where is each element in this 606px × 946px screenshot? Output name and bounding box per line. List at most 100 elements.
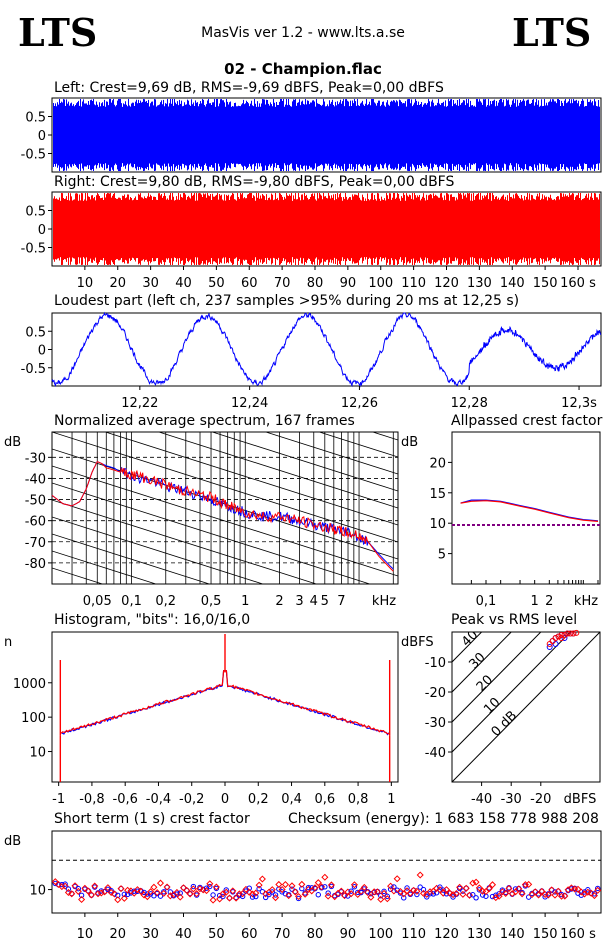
- shortcrest-point-left: [351, 884, 358, 890]
- right-channel-xtick-label: 10: [77, 276, 94, 291]
- shortcrest-point-left: [401, 895, 407, 901]
- spectrum-slope-line: [52, 465, 398, 577]
- allpassed-ytick-label: 15: [429, 487, 446, 502]
- shortcrest-point-left: [315, 892, 321, 898]
- shortcrest-point-left: [295, 895, 302, 902]
- shortcrest-point-left: [262, 894, 269, 901]
- peakrms-diag-line: [452, 632, 483, 663]
- shortcrest-point-right: [360, 883, 368, 891]
- file-title: 02 - Champion.flac: [224, 60, 382, 78]
- spectrum-slope-line: [211, 432, 398, 492]
- peakrms-xtick-label: -40: [471, 792, 492, 807]
- shortcrest-point-right: [442, 886, 451, 894]
- allpassed-xtick-label: 2: [545, 594, 553, 609]
- shortcrest-point-left: [512, 886, 519, 892]
- shortcrest-point-left: [384, 893, 391, 900]
- shortcrest-point-right: [590, 892, 598, 900]
- shortcrest-point-right: [373, 888, 381, 896]
- shortcrest-point-left: [473, 895, 479, 901]
- shortcrest-point-left: [239, 893, 246, 900]
- shortcrest-point-left: [253, 893, 259, 900]
- allpassed-xtick-label: 0,1: [476, 594, 497, 609]
- loudest-ytick-label: 0: [38, 344, 46, 359]
- shortcrest-point-right: [538, 887, 546, 895]
- spectrum-slope-line: [157, 432, 398, 509]
- shortcrest-point-right: [281, 881, 289, 889]
- shortcrest-point-right: [258, 875, 266, 883]
- shortcrest-point-left: [161, 889, 167, 895]
- histogram-ytick-label: 100: [21, 711, 46, 726]
- shortcrest-xtick-label: 100: [368, 927, 393, 942]
- right-channel-xtick-label: 120: [434, 276, 459, 291]
- shortcrest-point-left: [266, 891, 272, 898]
- right-channel-xtick-label: 80: [307, 276, 324, 291]
- shortcrest-xtick-label: 110: [401, 927, 426, 942]
- left-channel-ytick-label: 0.5: [25, 111, 46, 126]
- right-channel-xtick-label: 30: [142, 276, 159, 291]
- logo-right: LTS: [512, 10, 592, 55]
- right-channel-waveform: [53, 193, 600, 265]
- spectrum-ylabel: dB: [4, 435, 21, 450]
- shortcrest-point-right: [206, 880, 214, 888]
- checksum-label: Checksum (energy): 1 683 158 778 988 208: [288, 811, 599, 827]
- shortcrest-point-left: [397, 890, 404, 896]
- spectrum-ytick-label: -80: [25, 557, 46, 572]
- loudest-xtick-label: 12,24: [231, 396, 268, 411]
- shortcrest-point-left: [223, 887, 229, 893]
- spectrum-xtick-label: 7: [337, 594, 345, 609]
- shortcrest-point-left: [62, 881, 68, 887]
- shortcrest-point-left: [190, 883, 197, 890]
- spectrum-xtick-label: 0,2: [155, 594, 176, 609]
- shortcrest-point-right: [156, 879, 165, 887]
- peakrms-point-right: [564, 630, 571, 637]
- shortcrest-point-left: [78, 892, 85, 898]
- peakrms-ytick-label: -40: [425, 746, 446, 761]
- shortcrest-point-right: [160, 889, 168, 897]
- right-channel-title: Right: Crest=9,80 dB, RMS=-9,80 dBFS, Pe…: [54, 174, 455, 190]
- histogram-xtick-label: -0,8: [79, 792, 104, 807]
- shortcrest-point-left: [249, 894, 256, 900]
- shortcrest-point-left: [430, 891, 437, 897]
- peakrms-point-left: [552, 641, 559, 647]
- shortcrest-point-right: [393, 875, 401, 883]
- histogram-xtick-label: -1: [52, 792, 65, 807]
- shortcrest-point-left: [134, 888, 141, 894]
- shortcrest-point-right: [186, 890, 194, 898]
- loudest-xtick-label: 12,26: [341, 396, 378, 411]
- histogram-series-right: [60, 670, 390, 735]
- shortcrest-point-right: [78, 895, 86, 904]
- shortcrest-point-right: [295, 892, 303, 901]
- allpassed-xunit-label: kHz: [574, 594, 598, 609]
- spectrum-grid: [52, 432, 398, 584]
- histogram-ytick-label: 10: [29, 746, 46, 761]
- shortcrest-point-right: [456, 883, 464, 891]
- shortcrest-point-right: [400, 890, 408, 898]
- shortcrest-point-right: [324, 892, 332, 900]
- shortcrest-point-right: [275, 880, 283, 888]
- shortcrest-point-left: [75, 885, 81, 892]
- shortcrest-point-right: [561, 892, 569, 900]
- spectrum-xtick-label: 2: [275, 594, 283, 609]
- shortcrest-point-right: [383, 895, 391, 903]
- shortcrest-point-left: [591, 891, 598, 897]
- spectrum-slope-line: [104, 432, 398, 526]
- shortcrest-xtick-label: 70: [274, 927, 291, 942]
- shortcrest-point-left: [552, 889, 558, 895]
- shortcrest-point-right: [350, 881, 358, 889]
- shortcrest-point-right: [502, 889, 510, 897]
- shortcrest-point-right: [255, 881, 263, 889]
- peakrms-point-right: [573, 629, 580, 636]
- shortcrest-point-right: [288, 882, 296, 890]
- shortcrest-point-left: [177, 890, 183, 896]
- shortcrest-point-right: [321, 873, 329, 881]
- shortcrest-point-left: [525, 894, 532, 900]
- shortcrest-point-right: [459, 890, 467, 898]
- shortcrest-point-left: [420, 886, 427, 893]
- right-channel-xtick-label: 100: [368, 276, 393, 291]
- shortcrest-point-right: [91, 882, 99, 890]
- shortcrest-point-right: [153, 889, 161, 897]
- peakrms-point-right: [567, 630, 574, 637]
- spectrum-ytick-label: -30: [25, 451, 46, 466]
- shortcrest-point-right: [212, 883, 220, 891]
- spectrum-series-left: [51, 460, 394, 570]
